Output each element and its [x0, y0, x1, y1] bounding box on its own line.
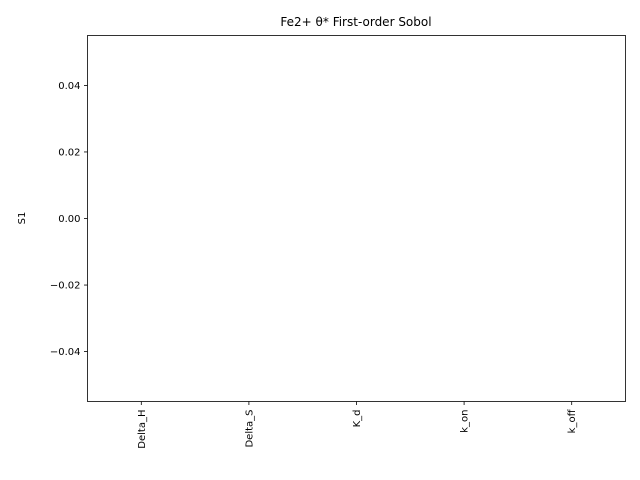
chart-title: Fe2+ θ* First-order Sobol: [280, 15, 431, 29]
y-tick-label: −0.02: [50, 281, 81, 292]
y-tick-label: 0.04: [58, 81, 80, 92]
x-axis: Delta_H Delta_S K_d k_on k_off: [137, 401, 578, 449]
y-tick-label: 0.02: [58, 147, 80, 158]
x-tick-label: Delta_S: [244, 410, 255, 448]
y-axis-label: S1: [17, 212, 28, 225]
x-tick-label: k_off: [567, 408, 578, 433]
y-tick-label: −0.04: [50, 347, 81, 358]
plot-frame: [87, 35, 626, 402]
y-tick-label: 0.00: [58, 214, 80, 225]
x-tick-label: k_on: [460, 410, 471, 433]
y-axis: −0.04 −0.02 0.00 0.02 0.04: [50, 81, 88, 358]
x-tick-label: Delta_H: [137, 410, 148, 449]
x-tick-label: K_d: [352, 410, 363, 428]
